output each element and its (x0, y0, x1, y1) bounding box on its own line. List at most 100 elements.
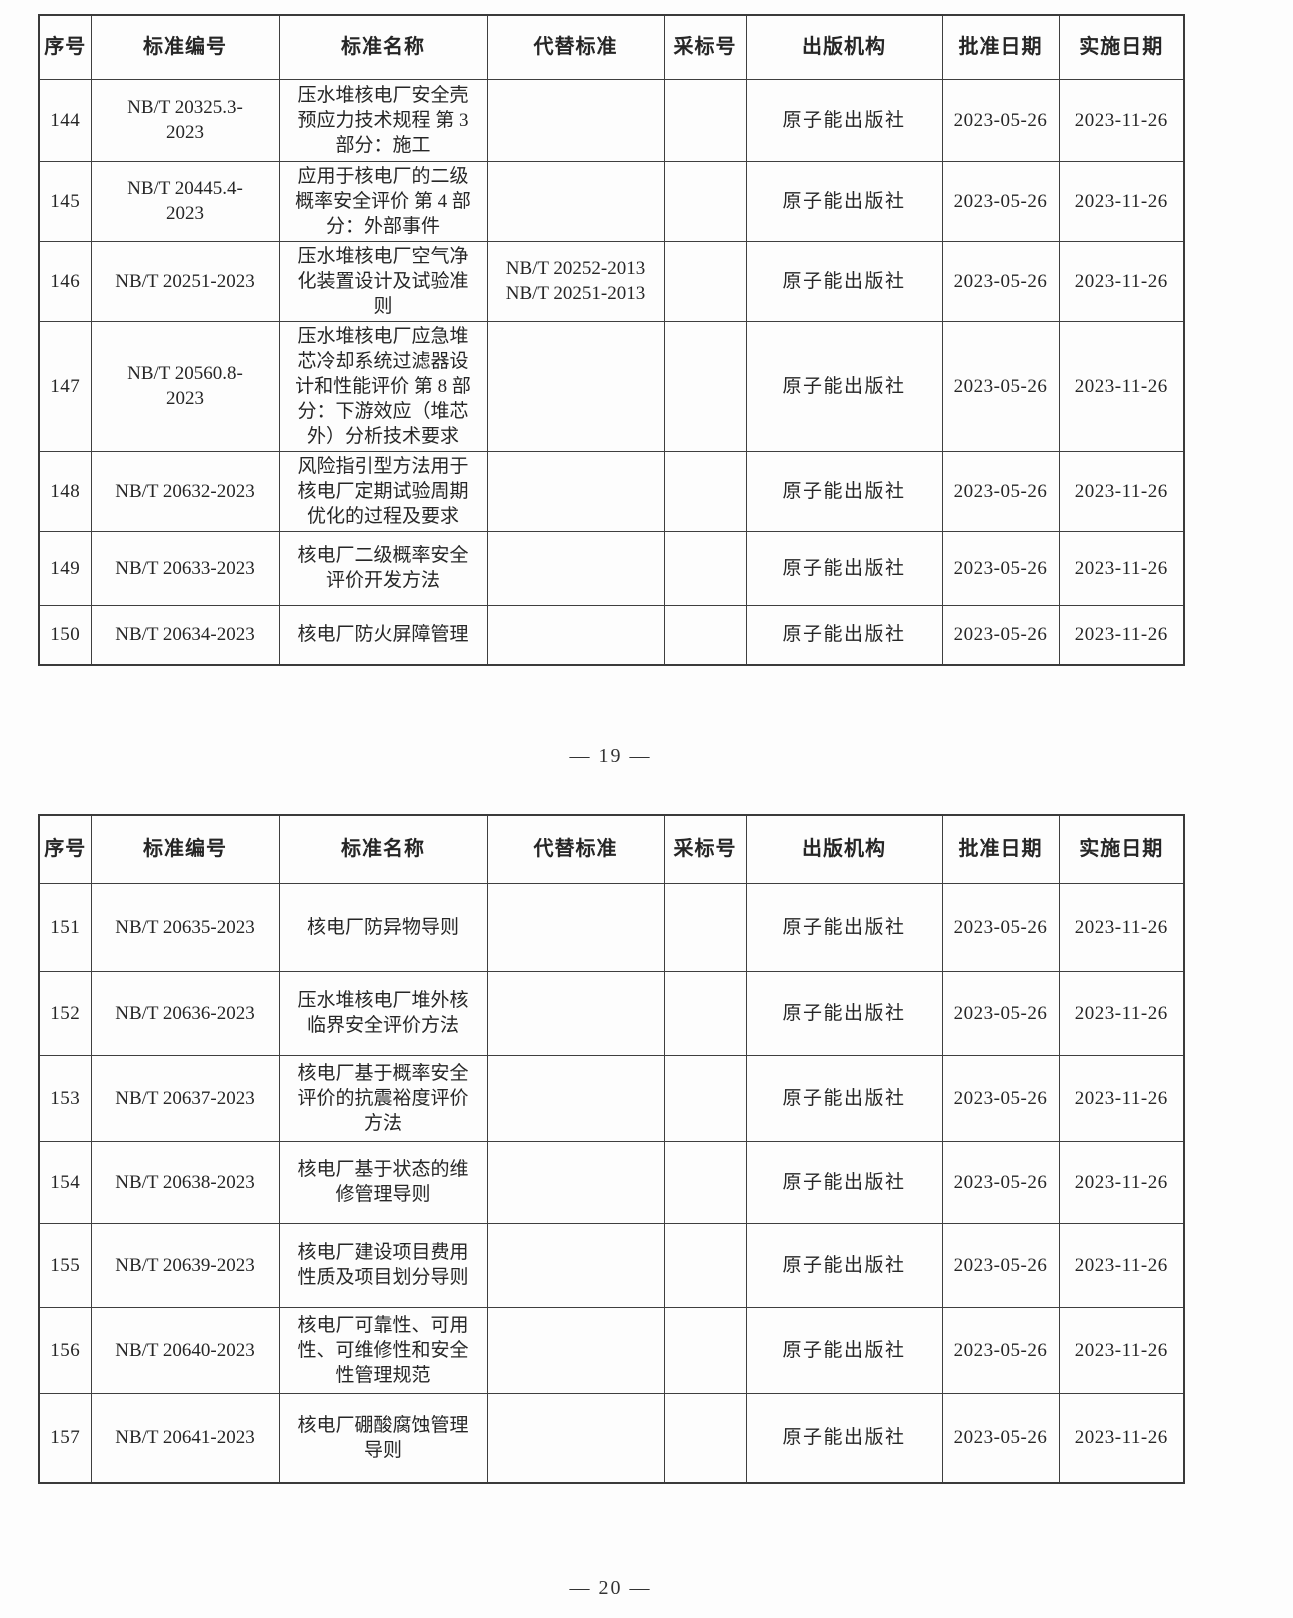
cell-standard-name: 风险指引型方法用于 核电厂定期试验周期 优化的过程及要求 (278, 450, 488, 532)
cell-serial-number: 146 (38, 240, 92, 322)
cell-serial-number: 144 (38, 78, 92, 162)
cell-publisher: 原子能出版社 (745, 530, 943, 606)
column-header-replaced-standard: 代替标准 (486, 14, 665, 80)
cell-publisher: 原子能出版社 (745, 882, 943, 972)
cell-standard-name: 压水堆核电厂应急堆 芯冷却系统过滤器设 计和性能评价 第 8 部 分：下游效应（… (278, 320, 488, 452)
column-header-publisher: 出版机构 (745, 814, 943, 884)
table-header: 序号 标准编号 标准名称 代替标准 采标号 出版机构 批准日期 实施日期 (38, 14, 1185, 80)
cell-standard-code: NB/T 20560.8- 2023 (90, 320, 280, 452)
cell-adoption-code (663, 604, 747, 666)
table-body: 144 NB/T 20325.3- 2023 压水堆核电厂安全壳 预应力技术规程 第… (38, 78, 1185, 666)
page-number-19: — 19 — (569, 745, 652, 767)
cell-replaced-standard (486, 1392, 665, 1484)
cell-publisher: 原子能出版社 (745, 970, 943, 1056)
cell-standard-code: NB/T 20639-2023 (90, 1222, 280, 1308)
cell-adoption-code (663, 320, 747, 452)
cell-implementation-date: 2023-11-26 (1058, 530, 1185, 606)
cell-adoption-code (663, 1306, 747, 1394)
cell-publisher: 原子能出版社 (745, 1054, 943, 1142)
table-row: 147 NB/T 20560.8- 2023 压水堆核电厂应急堆 芯冷却系统过滤器设… (38, 320, 1185, 452)
cell-standard-name: 核电厂基于状态的维 修管理导则 (278, 1140, 488, 1224)
column-header-replaced-standard: 代替标准 (486, 814, 665, 884)
cell-approval-date: 2023-05-26 (941, 1054, 1060, 1142)
cell-implementation-date: 2023-11-26 (1058, 240, 1185, 322)
cell-serial-number: 154 (38, 1140, 92, 1224)
cell-implementation-date: 2023-11-26 (1058, 1392, 1185, 1484)
cell-publisher: 原子能出版社 (745, 1306, 943, 1394)
table-row: 157 NB/T 20641-2023 核电厂硼酸腐蚀管理 导则 原子能出版社 2023… (38, 1392, 1185, 1484)
cell-replaced-standard (486, 78, 665, 162)
cell-standard-name: 压水堆核电厂堆外核 临界安全评价方法 (278, 970, 488, 1056)
cell-serial-number: 148 (38, 450, 92, 532)
cell-serial-number: 152 (38, 970, 92, 1056)
cell-publisher: 原子能出版社 (745, 604, 943, 666)
cell-serial-number: 151 (38, 882, 92, 972)
cell-implementation-date: 2023-11-26 (1058, 1054, 1185, 1142)
column-header-standard-name: 标准名称 (278, 814, 488, 884)
table-row: 150 NB/T 20634-2023 核电厂防火屏障管理 原子能出版社 2023-05… (38, 604, 1185, 666)
cell-replaced-standard: NB/T 20252-2013 NB/T 20251-2013 (486, 240, 665, 322)
cell-publisher: 原子能出版社 (745, 240, 943, 322)
cell-serial-number: 155 (38, 1222, 92, 1308)
cell-approval-date: 2023-05-26 (941, 320, 1060, 452)
cell-implementation-date: 2023-11-26 (1058, 1140, 1185, 1224)
cell-standard-code: NB/T 20634-2023 (90, 604, 280, 666)
table-row: 145 NB/T 20445.4- 2023 应用于核电厂的二级 概率安全评价 第 … (38, 160, 1185, 242)
cell-implementation-date: 2023-11-26 (1058, 450, 1185, 532)
cell-adoption-code (663, 1392, 747, 1484)
cell-standard-name: 核电厂可靠性、可用 性、可维修性和安全 性管理规范 (278, 1306, 488, 1394)
cell-standard-code: NB/T 20635-2023 (90, 882, 280, 972)
cell-replaced-standard (486, 1054, 665, 1142)
table-header: 序号 标准编号 标准名称 代替标准 采标号 出版机构 批准日期 实施日期 (38, 814, 1185, 884)
cell-serial-number: 156 (38, 1306, 92, 1394)
cell-serial-number: 145 (38, 160, 92, 242)
table-row: 152 NB/T 20636-2023 压水堆核电厂堆外核 临界安全评价方法 原子能出… (38, 970, 1185, 1056)
cell-approval-date: 2023-05-26 (941, 1222, 1060, 1308)
column-header-implementation-date: 实施日期 (1058, 14, 1185, 80)
cell-standard-name: 核电厂建设项目费用 性质及项目划分导则 (278, 1222, 488, 1308)
cell-standard-name: 核电厂防异物导则 (278, 882, 488, 972)
cell-adoption-code (663, 1222, 747, 1308)
column-header-serial-number: 序号 (38, 14, 92, 80)
cell-serial-number: 153 (38, 1054, 92, 1142)
column-header-publisher: 出版机构 (745, 14, 943, 80)
cell-implementation-date: 2023-11-26 (1058, 320, 1185, 452)
cell-adoption-code (663, 530, 747, 606)
cell-replaced-standard (486, 1306, 665, 1394)
cell-replaced-standard (486, 320, 665, 452)
cell-replaced-standard (486, 450, 665, 532)
header-row: 序号 标准编号 标准名称 代替标准 采标号 出版机构 批准日期 实施日期 (38, 814, 1185, 884)
cell-approval-date: 2023-05-26 (941, 970, 1060, 1056)
cell-implementation-date: 2023-11-26 (1058, 1222, 1185, 1308)
cell-publisher: 原子能出版社 (745, 1140, 943, 1224)
cell-approval-date: 2023-05-26 (941, 1140, 1060, 1224)
cell-publisher: 原子能出版社 (745, 160, 943, 242)
cell-replaced-standard (486, 160, 665, 242)
cell-replaced-standard (486, 1222, 665, 1308)
table-row: 153 NB/T 20637-2023 核电厂基于概率安全 评价的抗震裕度评价 方法… (38, 1054, 1185, 1142)
cell-standard-code: NB/T 20325.3- 2023 (90, 78, 280, 162)
cell-adoption-code (663, 78, 747, 162)
column-header-adoption-code: 采标号 (663, 14, 747, 80)
cell-approval-date: 2023-05-26 (941, 450, 1060, 532)
header-row: 序号 标准编号 标准名称 代替标准 采标号 出版机构 批准日期 实施日期 (38, 14, 1185, 80)
table-row: 144 NB/T 20325.3- 2023 压水堆核电厂安全壳 预应力技术规程 第… (38, 78, 1185, 162)
cell-approval-date: 2023-05-26 (941, 530, 1060, 606)
cell-standard-name: 压水堆核电厂安全壳 预应力技术规程 第 3 部分：施工 (278, 78, 488, 162)
column-header-serial-number: 序号 (38, 814, 92, 884)
cell-approval-date: 2023-05-26 (941, 882, 1060, 972)
cell-adoption-code (663, 882, 747, 972)
cell-standard-code: NB/T 20641-2023 (90, 1392, 280, 1484)
cell-standard-name: 压水堆核电厂空气净 化装置设计及试验准 则 (278, 240, 488, 322)
cell-adoption-code (663, 1140, 747, 1224)
table-row: 154 NB/T 20638-2023 核电厂基于状态的维 修管理导则 原子能出版社 2… (38, 1140, 1185, 1224)
cell-approval-date: 2023-05-26 (941, 240, 1060, 322)
cell-standard-code: NB/T 20632-2023 (90, 450, 280, 532)
table-row: 156 NB/T 20640-2023 核电厂可靠性、可用 性、可维修性和安全 性管… (38, 1306, 1185, 1394)
cell-replaced-standard (486, 1140, 665, 1224)
cell-approval-date: 2023-05-26 (941, 78, 1060, 162)
page-number-20: — 20 — (569, 1577, 652, 1599)
cell-implementation-date: 2023-11-26 (1058, 1306, 1185, 1394)
